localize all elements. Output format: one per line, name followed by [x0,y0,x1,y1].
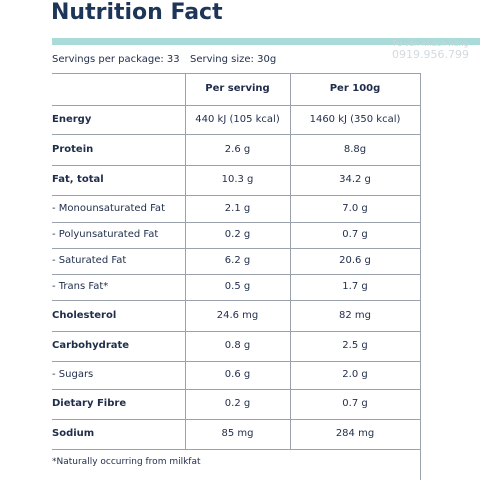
column-divider [185,73,186,449]
cell: 2.5 g [342,340,368,351]
row-divider [52,134,420,135]
row-label: - Polyunsaturated Fat [52,229,159,240]
column-header: Per 100g [329,83,381,94]
cell: 440 kJ (105 kcal) [195,113,280,125]
row-divider [52,389,420,390]
cell: 6.2 g [224,255,251,266]
cell: 85 mg [221,428,254,439]
row-label: Carbohydrate [52,340,130,351]
column-header: Per serving [205,83,270,94]
row-divider [52,274,420,275]
row-divider [52,419,420,420]
cell: 0.2 g [224,229,251,240]
cell: 0.2 g [224,398,251,409]
row-label: Protein [52,143,94,155]
row-divider [52,449,420,450]
row-label: - Sugars [52,369,94,380]
cell: 0.8 g [224,340,251,351]
cell: 1460 kJ (350 kcal) [309,113,401,125]
row-divider [52,73,420,74]
title: Nutrition Fact [51,0,223,25]
row-label: Energy [52,113,92,125]
row-divider [52,300,420,301]
cell: 20.6 g [339,255,371,266]
cell: 2.6 g [224,143,251,155]
row-label: - Monounsaturated Fat [52,202,165,214]
cell: 7.0 g [342,202,368,214]
column-divider [420,73,421,480]
cell: 0.6 g [224,369,251,380]
row-label: Sodium [52,428,95,439]
row-label: Fat, total [52,174,104,185]
cell: 2.1 g [224,202,251,214]
cell: 24.6 mg [216,309,259,321]
row-divider [52,105,420,106]
row-label: - Trans Fat* [52,281,109,292]
row-divider [52,195,420,196]
row-divider [52,361,420,362]
watermark: Tư vấn khách hàng [392,39,469,48]
cell: 284 mg [335,428,375,439]
serving-size: Serving size: 30g [190,54,277,65]
row-label: - Saturated Fat [52,255,127,266]
row-divider [52,222,420,223]
cell: 1.7 g [342,281,368,292]
row-divider [52,248,420,249]
row-divider [52,165,420,166]
row-divider [52,331,420,332]
servings-per-package: Servings per package: 33 [52,54,180,65]
row-label: Dietary Fibre [52,398,127,409]
cell: 0.5 g [224,281,251,292]
row-label: Cholesterol [52,309,117,321]
cell: 0.7 g [342,398,368,409]
footnote: *Naturally occurring from milkfat [52,457,201,467]
cell: 10.3 g [221,174,254,185]
accent-bar [52,38,480,45]
column-divider [290,73,291,449]
cell: 82 mg [339,309,371,321]
cell: 8.8g [343,143,367,155]
cell: 34.2 g [339,174,371,185]
watermark: 0919.956.799 [392,48,469,61]
cell: 0.7 g [342,229,368,240]
cell: 2.0 g [342,369,368,380]
